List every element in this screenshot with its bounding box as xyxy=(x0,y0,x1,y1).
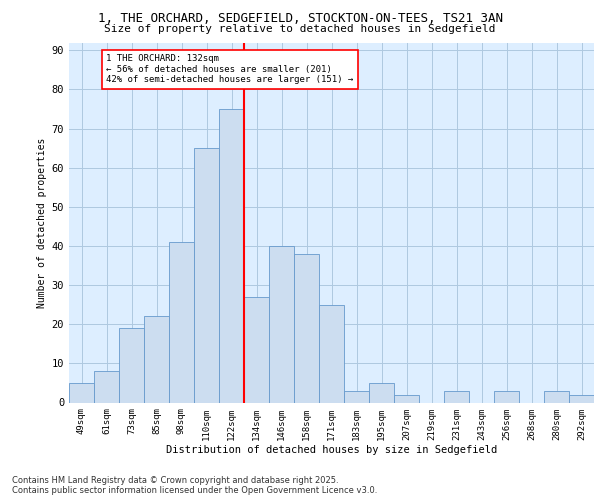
Bar xyxy=(494,391,519,402)
Bar xyxy=(444,391,469,402)
Bar xyxy=(269,246,294,402)
Bar xyxy=(344,391,369,402)
X-axis label: Distribution of detached houses by size in Sedgefield: Distribution of detached houses by size … xyxy=(166,445,497,455)
Text: 1, THE ORCHARD, SEDGEFIELD, STOCKTON-ON-TEES, TS21 3AN: 1, THE ORCHARD, SEDGEFIELD, STOCKTON-ON-… xyxy=(97,12,503,26)
Bar xyxy=(144,316,169,402)
Bar xyxy=(119,328,144,402)
Y-axis label: Number of detached properties: Number of detached properties xyxy=(37,138,47,308)
Text: Contains HM Land Registry data © Crown copyright and database right 2025.: Contains HM Land Registry data © Crown c… xyxy=(12,476,338,485)
Text: 1 THE ORCHARD: 132sqm
← 56% of detached houses are smaller (201)
42% of semi-det: 1 THE ORCHARD: 132sqm ← 56% of detached … xyxy=(107,54,354,84)
Bar xyxy=(544,391,569,402)
Bar xyxy=(244,297,269,403)
Bar xyxy=(319,304,344,402)
Text: Contains public sector information licensed under the Open Government Licence v3: Contains public sector information licen… xyxy=(12,486,377,495)
Bar xyxy=(294,254,319,402)
Bar xyxy=(569,394,594,402)
Bar xyxy=(369,383,394,402)
Bar xyxy=(394,394,419,402)
Bar xyxy=(69,383,94,402)
Bar xyxy=(169,242,194,402)
Bar xyxy=(219,109,244,403)
Bar xyxy=(194,148,219,403)
Text: Size of property relative to detached houses in Sedgefield: Size of property relative to detached ho… xyxy=(104,24,496,34)
Bar xyxy=(94,371,119,402)
